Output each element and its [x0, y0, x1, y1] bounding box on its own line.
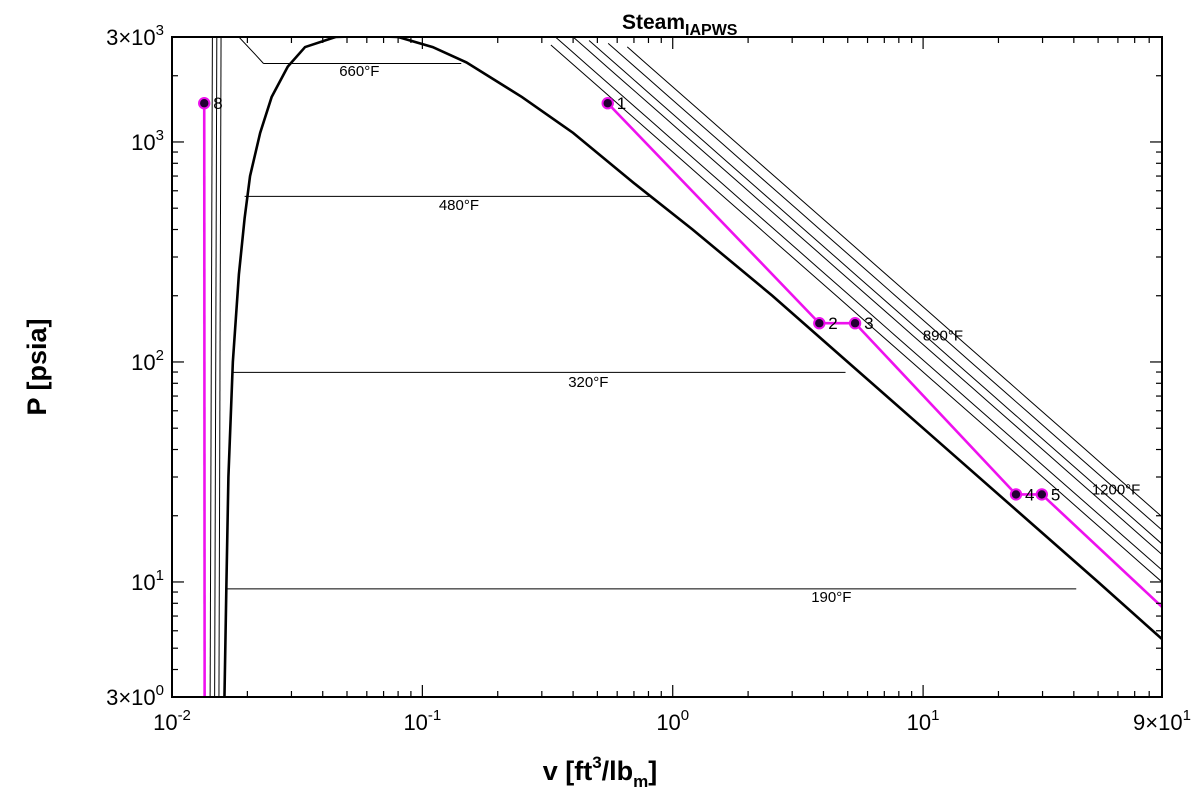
cycle-point-label: 5: [1051, 485, 1060, 504]
liquid-isotherm-line: [214, 37, 218, 697]
cycle-point-marker: [601, 97, 614, 110]
cycle-point-label: 1: [617, 94, 626, 113]
superheated-isotherm-line: [588, 40, 1162, 545]
isotherm-label: 190°F: [811, 589, 851, 606]
saturated-vapor-line: [397, 37, 1162, 641]
isotherm-660-liquid-branch: [238, 37, 264, 64]
x-tick-label: 10-2: [153, 707, 191, 735]
superheated-isotherm-line: [572, 37, 1162, 555]
cycle-point-label: 4: [1025, 485, 1034, 504]
y-tick-label: 101: [131, 567, 164, 595]
cycle-point-marker: [198, 97, 211, 110]
y-tick-label: 103: [131, 127, 164, 155]
y-tick-label: 102: [131, 347, 164, 375]
chart-title: SteamIAPWS: [622, 11, 738, 39]
cycle-point-marker: [813, 317, 826, 330]
plot-area: [202, 37, 1162, 697]
cycle-segment: [1040, 493, 1162, 608]
y-axis-title: P [psia]: [22, 318, 52, 415]
saturated-liquid-line: [223, 37, 336, 697]
y-tick-label: 3×100: [106, 682, 164, 710]
x-tick-label: 100: [656, 707, 689, 735]
superheated-isotherm-line: [550, 44, 1162, 583]
isotherm-label: 890°F: [923, 328, 963, 345]
x-tick-label: 101: [907, 707, 940, 735]
liquid-isotherm-line: [218, 37, 222, 697]
isotherm-label: 480°F: [439, 197, 479, 214]
x-tick-label: 9×101: [1133, 707, 1191, 735]
cycle-point-marker: [1009, 488, 1023, 501]
superheated-isotherm-line: [607, 42, 1162, 531]
plot-frame: [171, 36, 1163, 698]
cycle-point-marker: [848, 317, 862, 330]
x-axis-title: v [ft3/lbm]: [543, 753, 658, 791]
cycle-point-label: 3: [864, 314, 873, 333]
x-tick-label: 10-1: [403, 707, 441, 735]
cycle-point-label: 8: [213, 94, 222, 113]
y-tick-label: 3×103: [106, 22, 164, 50]
axis-ticks: [171, 36, 1163, 698]
isotherm-label: 320°F: [568, 374, 608, 391]
cycle-point-marker: [1035, 488, 1049, 501]
isotherm-label: 1200°F: [1092, 481, 1141, 498]
isotherm-label: 660°F: [339, 63, 379, 80]
cycle-point-label: 2: [828, 314, 837, 333]
superheated-isotherm-line: [626, 46, 1162, 518]
liquid-isotherm-line: [209, 37, 213, 697]
cycle-segment: [606, 102, 821, 325]
cycle-segment: [854, 322, 1017, 496]
superheated-isotherm-line: [554, 37, 1162, 571]
annotations: 190°F 320°F 480°F 660°F 890°F 1200°F 1 2 3 4 5 8 10-…: [106, 22, 1191, 735]
